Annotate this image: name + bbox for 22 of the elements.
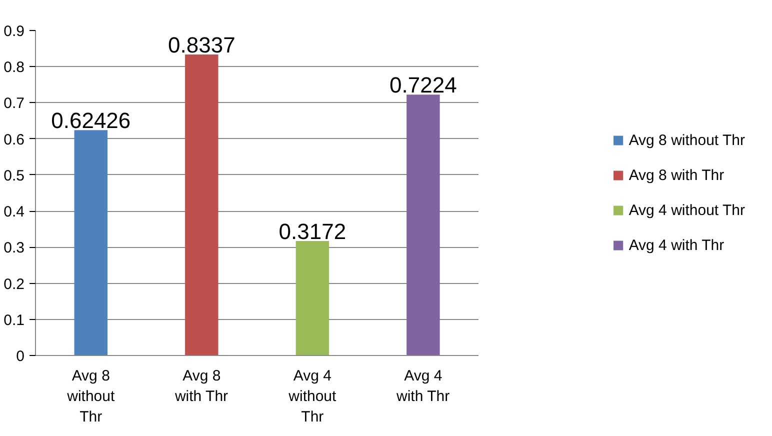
x-tick-label: Avg 4 without Thr [288, 368, 338, 426]
x-tick-label: Avg 4 with Thr [396, 368, 450, 405]
legend-label: Avg 8 without Thr [628, 132, 745, 148]
y-tick-label: 0.3 [4, 240, 25, 257]
legend-label: Avg 8 with Thr [628, 166, 724, 184]
legend-label: Avg 4 without Thr [628, 202, 745, 218]
y-tick-label: 0.9 [4, 23, 25, 40]
y-tick-label: 0 [16, 348, 24, 365]
y-tick-label: 0.2 [4, 276, 25, 293]
data-label: 0.3172 [278, 218, 346, 244]
y-tick-label: 0.8 [4, 59, 25, 76]
y-tick-label: 0.1 [4, 312, 25, 329]
y-tick-label: 0.7 [4, 95, 25, 112]
x-tick-label: Avg 8 without Thr [66, 368, 116, 426]
y-tick-label: 0.4 [4, 204, 25, 221]
legend-label: Avg 4 with Thr [628, 236, 724, 254]
data-label: 0.8337 [168, 32, 236, 58]
data-label: 0.62426 [51, 108, 131, 134]
data-label: 0.7224 [390, 72, 457, 98]
y-tick-label: 0.5 [4, 167, 25, 184]
x-tick-label: Avg 8 with Thr [174, 368, 228, 405]
y-tick-label: 0.6 [4, 131, 25, 148]
